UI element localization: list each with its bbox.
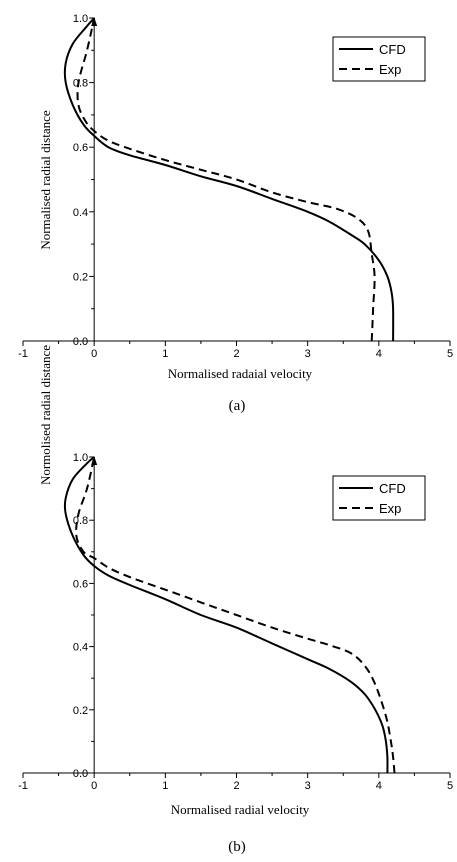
legend-label-cfd: CFD	[379, 42, 406, 57]
legend-label-exp: Exp	[379, 501, 401, 516]
y-tick-label: 0.0	[73, 336, 88, 348]
y-axis-title: Normalised radial distance	[38, 110, 53, 250]
legend-box	[332, 36, 426, 82]
y-tick-label: 0.2	[73, 271, 88, 283]
y-tick-label: 0.8	[73, 515, 88, 527]
legend-label-exp: Exp	[379, 62, 401, 77]
legend-box	[332, 475, 426, 521]
x-tick-label: 0	[91, 780, 97, 792]
x-tick-label: 1	[162, 780, 168, 792]
y-tick-label: 0.0	[73, 768, 88, 780]
y-tick-label: 0.4	[73, 642, 88, 654]
y-tick-label: 0.8	[73, 78, 88, 90]
x-tick-label: 0	[91, 348, 97, 360]
x-tick-label: -1	[18, 780, 28, 792]
x-tick-label: 5	[447, 348, 453, 360]
series-line-cfd	[63, 17, 395, 342]
x-tick-label: 2	[233, 348, 239, 360]
chart-panel-b: -1 0 1 2 3 4 5 0.0 0.2 0.4 0.6 0.8 1.0 CFD Exp Normali…	[18, 345, 453, 855]
y-tick-label: 0.4	[73, 207, 88, 219]
y-axis-title: Normolised radial distance	[38, 345, 53, 485]
x-tick-label: 2	[233, 780, 239, 792]
x-axis-title: Normalised radaial velocity	[168, 366, 313, 381]
x-tick-label: 3	[305, 780, 311, 792]
x-tick-label: 1	[162, 348, 168, 360]
y-tick-label: 0.6	[73, 578, 88, 590]
y-tick-label: 0.2	[73, 705, 88, 717]
y-tick-label: 0.6	[73, 142, 88, 154]
legend-label-cfd: CFD	[379, 481, 406, 496]
chart-panel-a: -1 0 1 2 3 4 5 0.0 0.2 0.4 0.6 0.8 1.0 CFD Exp Normali…	[18, 13, 453, 414]
panel-caption: (a)	[229, 398, 246, 414]
x-tick-label: 5	[447, 780, 453, 792]
x-tick-label: 4	[376, 348, 382, 360]
series-line-exp	[76, 17, 376, 342]
x-tick-label: -1	[18, 348, 28, 360]
x-tick-label: 3	[305, 348, 311, 360]
y-tick-label: 1.0	[73, 13, 88, 25]
series-line-cfd	[63, 456, 389, 774]
series-line-exp	[75, 456, 396, 774]
panel-caption: (b)	[228, 839, 246, 855]
x-axis-title: Normalised radial velocity	[171, 802, 310, 817]
y-tick-label: 1.0	[73, 452, 88, 464]
x-tick-label: 4	[376, 780, 382, 792]
